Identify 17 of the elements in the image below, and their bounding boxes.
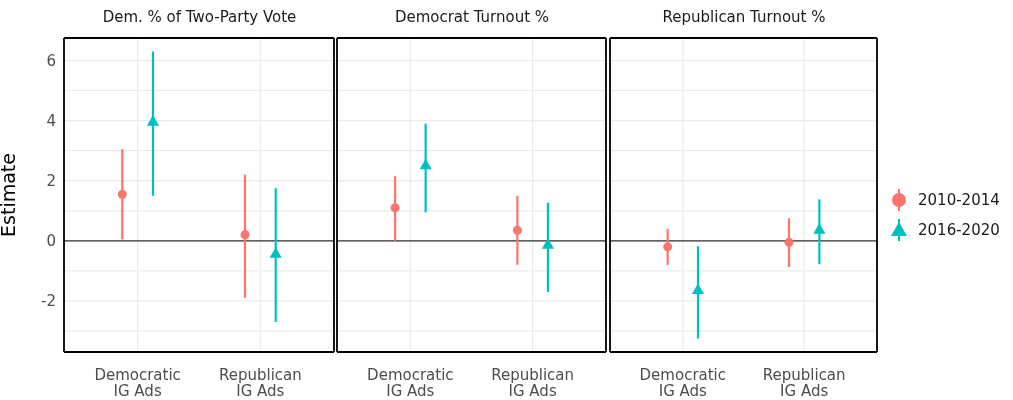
y-tick-label: 2 [46,172,56,191]
y-tick-label: 6 [46,51,56,70]
y-tick-label: -2 [41,292,56,311]
y-tick-label: 0 [46,232,56,251]
chart-title: Democrat Turnout % [393,8,551,26]
x-tick-label: Democratic IG Ads [94,365,181,400]
chart-title: Republican Turnout % [661,8,827,26]
y-axis-title: Estimate [0,153,19,237]
x-tick-label: Democratic IG Ads [639,365,727,400]
chart-title: Dem. % of Two-Party Vote [101,8,298,26]
x-tick-label: Republican IG Ads [218,365,302,400]
x-tick-label: Republican IG Ads [491,365,575,400]
legend-label: 2010-2014 [918,191,1000,209]
x-tick-label: Democratic IG Ads [367,365,454,400]
y-tick-label: 4 [46,111,56,130]
legend-label: 2016-2020 [918,221,1000,239]
x-tick-label: Republican IG Ads [762,365,846,400]
